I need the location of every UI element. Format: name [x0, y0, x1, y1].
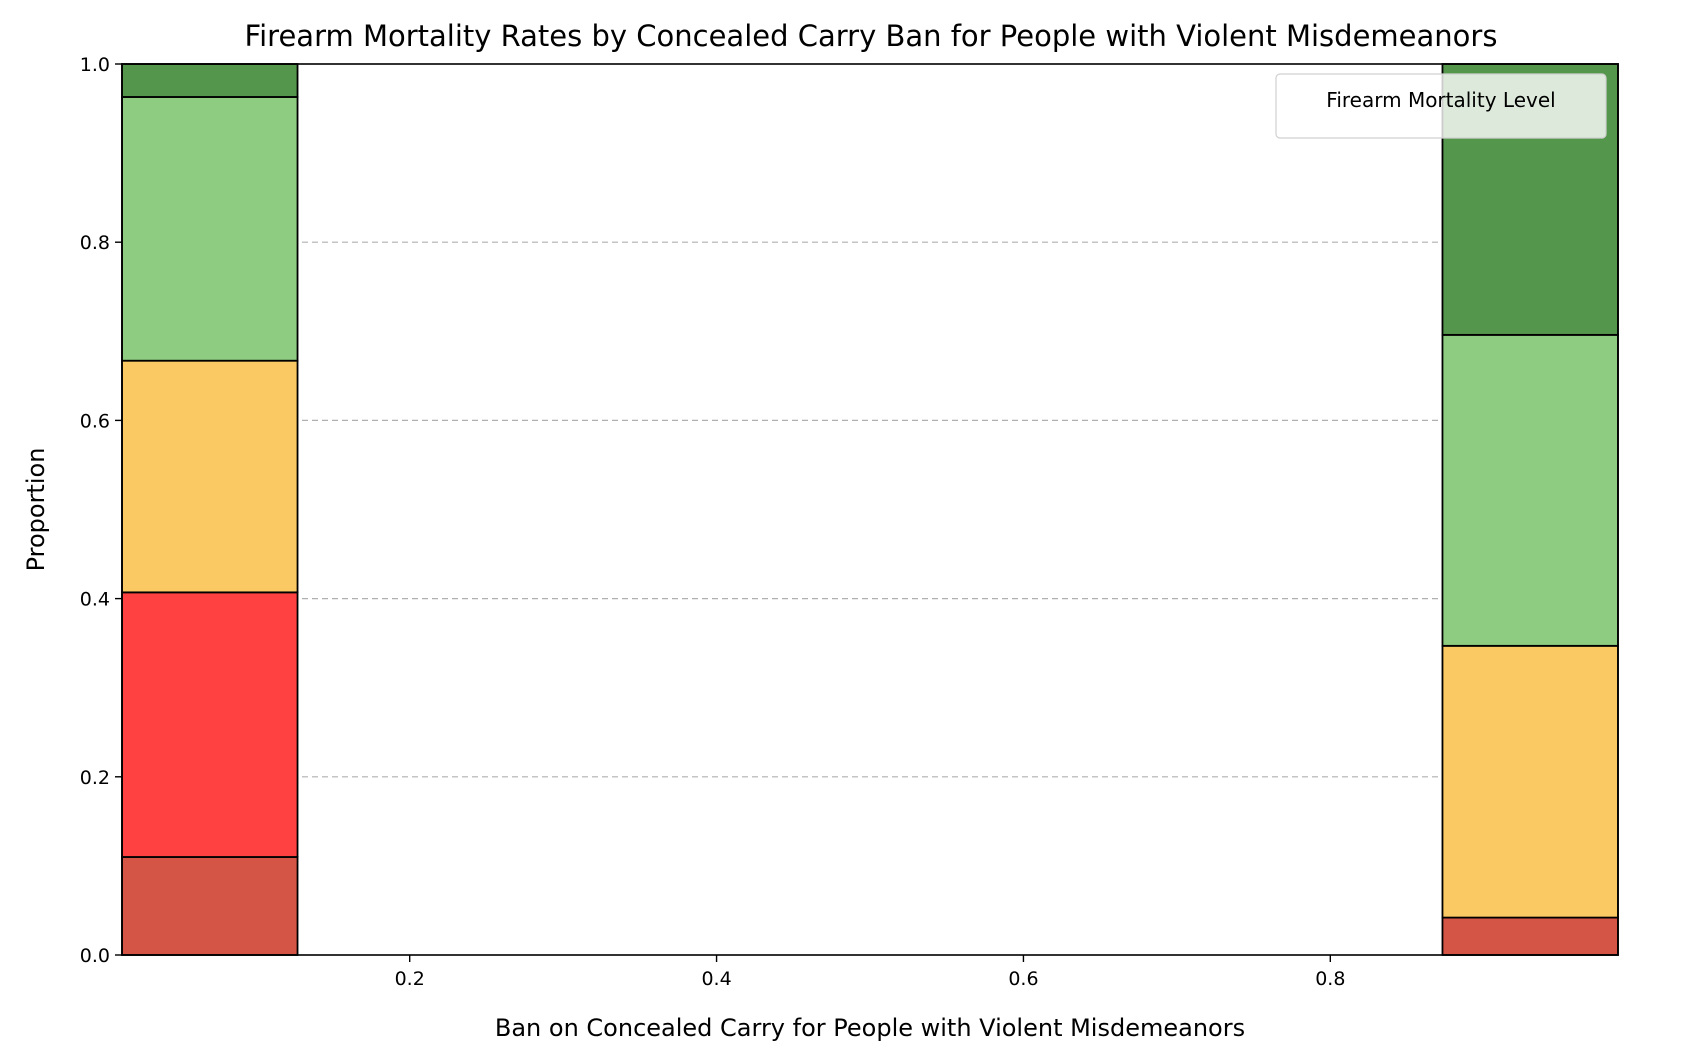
bar-segment	[121, 591, 299, 858]
x-tick-label: 0.8	[1315, 968, 1345, 990]
x-axis-label: Ban on Concealed Carry for People with V…	[495, 1014, 1245, 1042]
x-tick-label: 0.2	[395, 968, 425, 990]
legend: Firearm Mortality Level	[1275, 73, 1607, 139]
x-tick-label: 0.6	[1008, 968, 1038, 990]
bar-segment	[121, 856, 299, 956]
x-tick-label: 0.4	[701, 968, 731, 990]
bar-segment	[1441, 644, 1619, 919]
bar-segment	[121, 359, 299, 594]
chart-title: Firearm Mortality Rates by Concealed Car…	[245, 19, 1498, 53]
y-tick-label: 0.4	[80, 589, 110, 611]
bar-segment	[1441, 333, 1619, 647]
y-tick-label: 0.2	[80, 767, 110, 789]
legend-title: Firearm Mortality Level	[1326, 88, 1555, 112]
bar-segment	[121, 63, 299, 98]
y-tick-label: 0.8	[80, 232, 110, 254]
y-tick-label: 0.0	[80, 945, 110, 967]
plot-frame	[121, 63, 1619, 956]
legend-box	[1275, 73, 1607, 139]
bars-layer	[121, 63, 1619, 956]
ticks-layer: 0.2 0.4 0.6 0.8 0.0 0.2 0.4 0.6 0.8 1.0	[80, 54, 1346, 990]
y-axis-label: Proportion	[22, 448, 50, 572]
y-tick-label: 1.0	[80, 54, 110, 76]
y-tick-label: 0.6	[80, 410, 110, 432]
bar-segment	[121, 96, 299, 362]
grid-layer	[122, 241, 1618, 778]
bar-segment	[1441, 916, 1619, 956]
